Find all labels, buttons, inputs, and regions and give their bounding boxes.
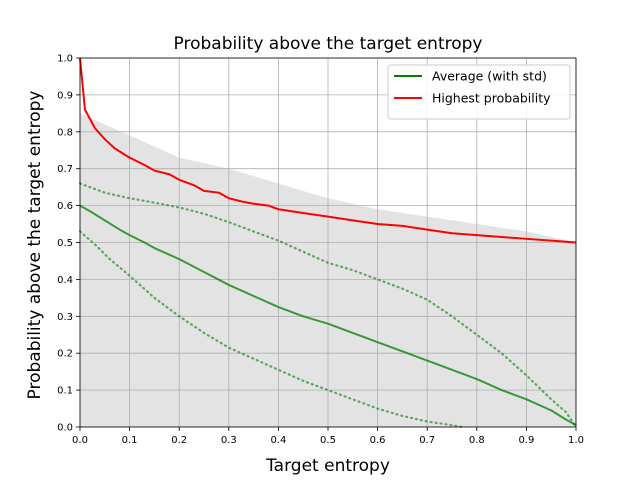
x-tick-label: 0.7 bbox=[419, 435, 435, 446]
y-tick-label: 0.9 bbox=[57, 90, 73, 101]
x-tick-label: 0.3 bbox=[221, 435, 237, 446]
y-tick-label: 0.3 bbox=[57, 312, 73, 323]
legend-entry: Highest probability bbox=[432, 91, 551, 106]
y-tick-label: 0.5 bbox=[57, 238, 73, 249]
legend-box bbox=[387, 64, 571, 120]
y-tick-label: 0.8 bbox=[57, 127, 73, 138]
x-tick-label: 0.5 bbox=[320, 435, 336, 446]
x-tick-label: 0.6 bbox=[370, 435, 386, 446]
y-tick-label: 0.1 bbox=[57, 386, 73, 397]
x-tick-label: 0.4 bbox=[270, 435, 286, 446]
y-axis-label: Probability above the target entropy bbox=[25, 91, 45, 400]
series-line-average-with-std bbox=[79, 204, 577, 427]
y-tick-label: 0.0 bbox=[57, 423, 73, 434]
x-tick-label: 1.0 bbox=[568, 435, 584, 446]
y-tick-label: 0.4 bbox=[57, 275, 73, 286]
series-line-std-bound-2 bbox=[78, 230, 464, 429]
series-line-highest-probability bbox=[79, 57, 577, 244]
x-tick-label: 0.9 bbox=[518, 435, 534, 446]
x-tick-label: 0.8 bbox=[469, 435, 485, 446]
legend: Average (with std) Highest probability bbox=[387, 64, 571, 120]
series-line-std-bound-1 bbox=[78, 182, 578, 429]
y-tick-label: 0.6 bbox=[57, 201, 73, 212]
y-tick-label: 0.7 bbox=[57, 164, 73, 175]
y-tick-label: 1.0 bbox=[57, 54, 73, 65]
y-tick-label: 0.2 bbox=[57, 349, 73, 360]
legend-entry: Average (with std) bbox=[432, 69, 547, 84]
x-tick-label: 0.0 bbox=[72, 435, 88, 446]
x-axis-label: Target entropy bbox=[265, 456, 390, 476]
x-tick-label: 0.2 bbox=[171, 435, 187, 446]
chart-title: Probability above the target entropy bbox=[174, 34, 483, 54]
x-tick-label: 0.1 bbox=[122, 435, 138, 446]
